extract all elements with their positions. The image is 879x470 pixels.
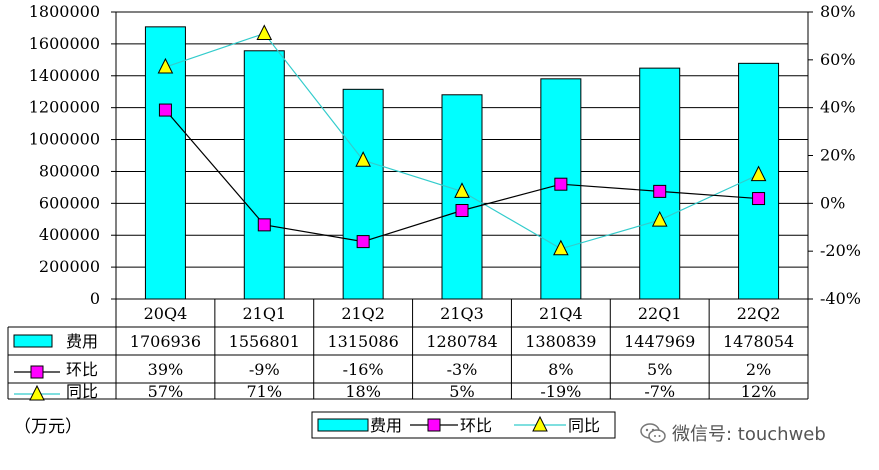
table-cell: 8%	[548, 360, 573, 379]
point-同比-22Q2	[750, 165, 767, 182]
left-tick-label: 1000000	[29, 130, 100, 149]
category-labels: 20Q4 21Q1 21Q2 21Q3 21Q4 22Q1 22Q2	[144, 304, 781, 323]
right-tick-label: -20%	[820, 241, 861, 260]
left-tick-label: 400000	[39, 225, 100, 244]
table-cell: -19%	[540, 382, 581, 401]
legend-label: 费用	[370, 416, 402, 435]
point-同比-22Q1	[651, 210, 668, 227]
table-cell: 1478054	[723, 332, 794, 351]
table-cell: 5%	[647, 360, 672, 379]
unit-label: （万元）	[14, 417, 82, 437]
table-cell: 18%	[345, 382, 381, 401]
row-header-环比: 环比	[66, 360, 98, 379]
table-key-环比	[14, 365, 60, 379]
left-tick-label: 1600000	[29, 34, 100, 53]
point-同比-21Q3	[454, 182, 470, 198]
point-环比-20Q4	[158, 103, 172, 117]
point-环比-22Q1	[653, 184, 667, 198]
point-环比-21Q4	[554, 177, 568, 191]
table-cell: 1380839	[525, 332, 596, 351]
key-swatch	[13, 334, 53, 348]
table-cell: 1706936	[130, 332, 201, 351]
legend: 费用 环比 同比	[311, 411, 616, 439]
table-cell: -7%	[644, 382, 675, 401]
right-tick-label: 80%	[820, 2, 856, 21]
left-axis-ticks: 0 200000 400000 600000 800000 1000000 1200000 1…	[29, 2, 116, 308]
wechat-icon	[640, 423, 666, 443]
table-cell: -16%	[343, 360, 384, 379]
point-环比-21Q1	[257, 218, 271, 232]
category-label: 21Q3	[440, 304, 484, 323]
point-同比-20Q4	[157, 57, 174, 74]
category-label: 21Q4	[539, 304, 583, 323]
table-cell: 57%	[148, 382, 184, 401]
table-cell: -9%	[249, 360, 280, 379]
left-tick-label: 1400000	[29, 66, 100, 85]
category-label: 22Q2	[737, 304, 781, 323]
right-tick-label: 40%	[820, 98, 856, 117]
data-table: 费用 1706936 1556801 1315086 1280784 1380839 144…	[7, 299, 809, 401]
category-label: 20Q4	[144, 304, 188, 323]
left-tick-label: 200000	[39, 257, 100, 276]
right-axis-ticks: -40% -20% 0% 20% 40% 60% 80%	[808, 2, 861, 308]
point-同比-21Q2	[355, 151, 371, 167]
point-环比-22Q2	[752, 192, 766, 206]
right-tick-label: 0%	[820, 193, 845, 212]
legend-marker	[532, 415, 548, 432]
left-tick-label: 1200000	[29, 98, 100, 117]
series-lines	[157, 24, 767, 256]
table-cell: 39%	[148, 360, 184, 379]
row-header-费用: 费用	[66, 332, 98, 351]
bar-22Q1	[639, 67, 681, 300]
watermark: 微信号: touchweb	[640, 420, 826, 446]
bar-21Q1	[243, 50, 285, 300]
table-cell: 1447969	[624, 332, 695, 351]
category-label: 21Q2	[341, 304, 385, 323]
bars	[144, 26, 780, 300]
key-marker	[29, 384, 45, 401]
category-label: 22Q1	[638, 304, 682, 323]
key-marker	[30, 365, 44, 379]
legend-swatch-bar	[317, 418, 369, 432]
table-key-费用	[13, 334, 53, 348]
point-环比-21Q2	[356, 235, 370, 249]
watermark-text: 微信号: touchweb	[672, 424, 826, 445]
table-cell: 1556801	[229, 332, 300, 351]
left-tick-label: 0	[90, 289, 100, 308]
table-cell: 12%	[741, 382, 777, 401]
right-tick-label: 60%	[820, 50, 856, 69]
legend-label: 环比	[460, 416, 492, 435]
table-cell: 71%	[247, 382, 283, 401]
legend-label: 同比	[568, 416, 600, 435]
row-header-同比: 同比	[66, 382, 98, 401]
category-label: 21Q1	[242, 304, 286, 323]
table-cell: 5%	[449, 382, 474, 401]
left-tick-label: 1800000	[29, 2, 100, 21]
bar-21Q2	[342, 88, 384, 300]
point-环比-21Q3	[455, 204, 469, 218]
right-tick-label: -40%	[820, 289, 861, 308]
legend-marker	[427, 418, 441, 432]
table-cell: 1280784	[426, 332, 497, 351]
left-tick-label: 600000	[39, 193, 100, 212]
left-tick-label: 800000	[39, 161, 100, 180]
table-cell: -3%	[447, 360, 478, 379]
table-cell: 2%	[746, 360, 771, 379]
table-cell: 1315086	[328, 332, 399, 351]
right-tick-label: 20%	[820, 146, 856, 165]
point-同比-21Q1	[256, 24, 273, 41]
table-key-同比	[14, 384, 60, 401]
point-同比-21Q4	[553, 239, 569, 256]
